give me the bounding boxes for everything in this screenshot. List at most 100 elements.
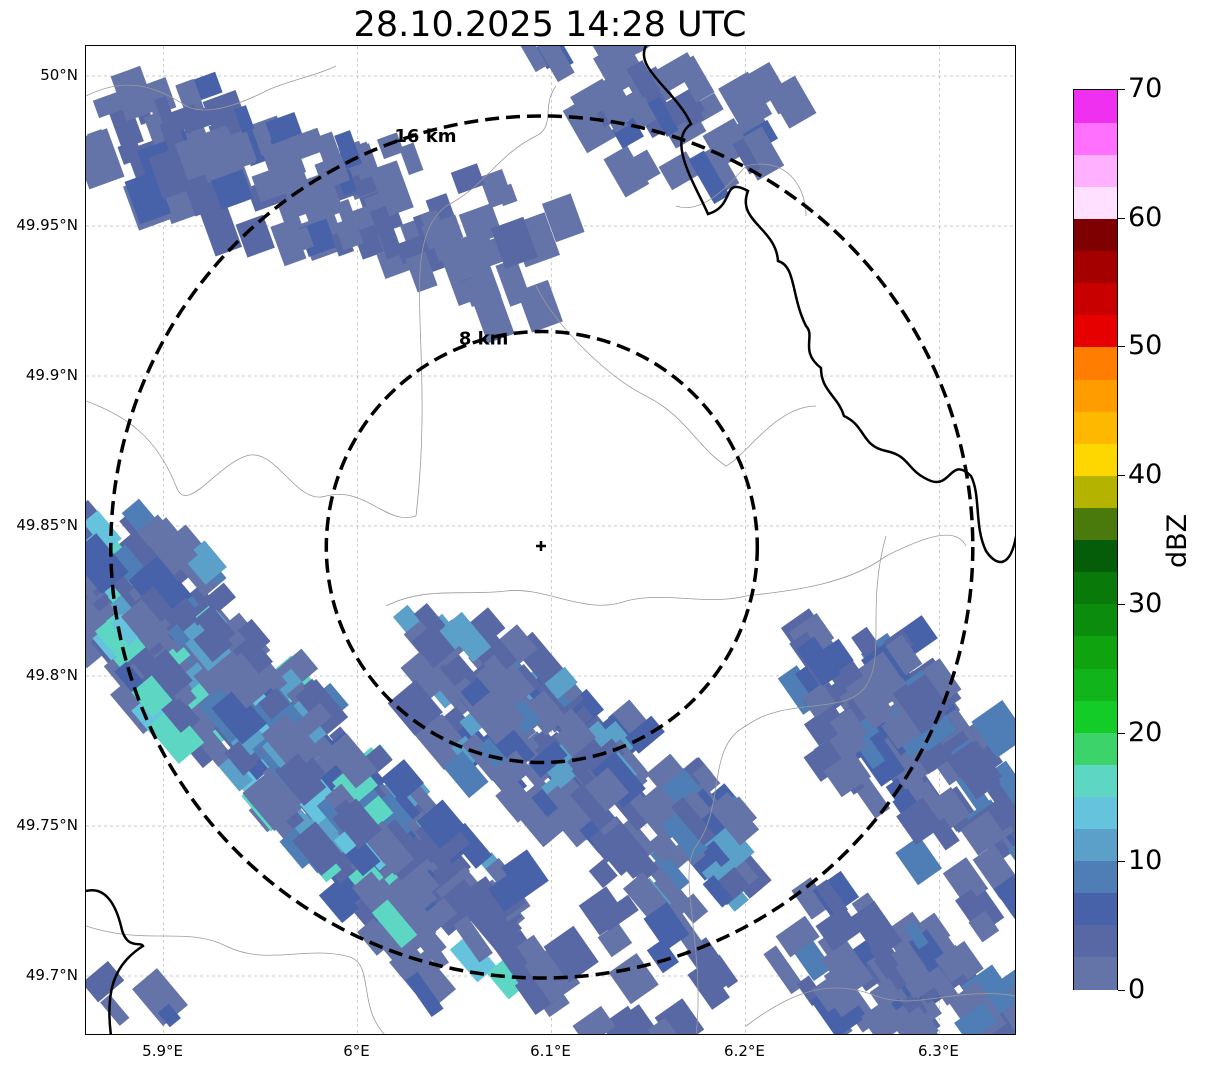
colorbar-segment <box>1074 860 1117 894</box>
echo-cell <box>592 46 640 79</box>
echo-cell <box>501 849 549 899</box>
echo-cell <box>829 723 868 762</box>
echo-cell <box>235 214 275 258</box>
echo-cell <box>405 251 438 293</box>
echo-cell <box>324 733 378 789</box>
colorbar-segment <box>1074 122 1117 155</box>
echo-cell <box>257 688 290 720</box>
echo-cell <box>200 204 242 257</box>
echo-cell <box>475 651 535 713</box>
echo-cell <box>496 624 538 667</box>
lat-tick-label: 49.7°N <box>25 966 78 984</box>
echo-cell <box>815 906 862 952</box>
echo-cell <box>131 675 173 718</box>
echo-cell <box>625 715 665 754</box>
echo-cell <box>121 498 155 532</box>
echo-cell <box>632 149 661 182</box>
echo-cell <box>369 160 414 218</box>
radar-site-icon <box>536 541 546 551</box>
lon-tick-label: 6.2°E <box>724 1042 765 1060</box>
echo-cell <box>318 880 360 924</box>
echo-cell <box>511 46 548 73</box>
echo-cell <box>763 945 804 995</box>
echo-cell <box>643 872 694 924</box>
echo-cell <box>275 753 327 806</box>
echo-cell <box>251 166 290 203</box>
lat-tick-label: 49.9°N <box>25 366 78 384</box>
echo-cell <box>389 860 440 910</box>
echo-cell <box>218 755 253 792</box>
echo-cell <box>86 533 129 595</box>
echo-cell <box>791 877 831 920</box>
echo-cell <box>572 1005 616 1034</box>
colorbar-segment <box>1074 250 1117 284</box>
echo-cell <box>233 105 255 134</box>
echo-cell <box>942 857 989 905</box>
echo-cell <box>648 835 675 863</box>
echo-cell <box>277 226 315 258</box>
colorbar-tick <box>1118 990 1125 991</box>
colorbar-segment <box>1074 571 1117 605</box>
colorbar-segment <box>1074 346 1117 380</box>
echo-cell <box>860 998 907 1034</box>
echo-cell <box>188 719 233 768</box>
echo-cell <box>929 817 960 851</box>
echo-cell <box>562 94 616 154</box>
colorbar-tick <box>1118 603 1125 605</box>
echo-cell <box>471 290 515 344</box>
echo-cell <box>925 966 960 1006</box>
colorbar-segment <box>1074 796 1117 830</box>
echo-cell <box>600 1005 646 1034</box>
echo-cell <box>147 705 205 764</box>
colorbar-tick <box>1118 217 1125 219</box>
echo-cell <box>543 925 599 983</box>
echo-cell <box>292 821 345 876</box>
colorbar-segment <box>1074 186 1117 220</box>
echo-cell <box>671 797 716 846</box>
echo-cell <box>597 922 633 958</box>
echo-cell <box>646 938 679 974</box>
echo-cell <box>544 666 578 700</box>
echo-cell <box>815 879 849 918</box>
echo-cell <box>294 170 344 224</box>
echo-cell <box>427 946 450 970</box>
colorbar-segment <box>1074 378 1117 412</box>
echo-cell <box>175 78 206 119</box>
echo-cell <box>458 203 503 246</box>
colorbar-segment <box>1074 956 1117 990</box>
radar-map[interactable]: 8 km 16 km <box>85 45 1016 1035</box>
echo-cell <box>86 628 103 669</box>
country-border <box>642 46 1015 564</box>
echo-cell <box>369 205 403 260</box>
echo-cell <box>211 687 267 745</box>
colorbar-tick-label: 40 <box>1128 459 1163 491</box>
admin-boundary <box>535 285 817 467</box>
echo-cell <box>604 46 655 61</box>
range-ring-16km <box>109 114 975 980</box>
echo-cell <box>453 915 493 963</box>
echo-cell <box>531 786 561 818</box>
echo-cell <box>334 216 364 251</box>
echo-cell <box>845 673 896 730</box>
echo-cell <box>626 60 659 98</box>
echo-cell <box>718 71 773 132</box>
admin-boundary <box>86 400 417 518</box>
colorbar-tick <box>1118 89 1125 90</box>
echo-cell <box>86 960 125 1003</box>
lon-tick-label: 6.3°E <box>917 1042 959 1060</box>
colorbar-segment <box>1074 443 1117 476</box>
lat-tick-label: 49.8°N <box>25 666 78 684</box>
echo-cell <box>443 611 492 663</box>
echo-cell <box>702 875 734 908</box>
echo-cell <box>849 900 903 959</box>
echo-cell <box>92 87 135 119</box>
echo-cell <box>688 150 730 204</box>
colorbar-tick-label: 70 <box>1128 73 1163 104</box>
echo-cell <box>732 138 761 175</box>
radar-site-marker <box>536 541 546 551</box>
echo-cell <box>237 618 271 653</box>
echo-cell <box>992 967 1015 1021</box>
colorbar-tick-label: 60 <box>1128 201 1163 233</box>
echo-cell <box>154 95 184 149</box>
echo-cell <box>675 55 715 103</box>
